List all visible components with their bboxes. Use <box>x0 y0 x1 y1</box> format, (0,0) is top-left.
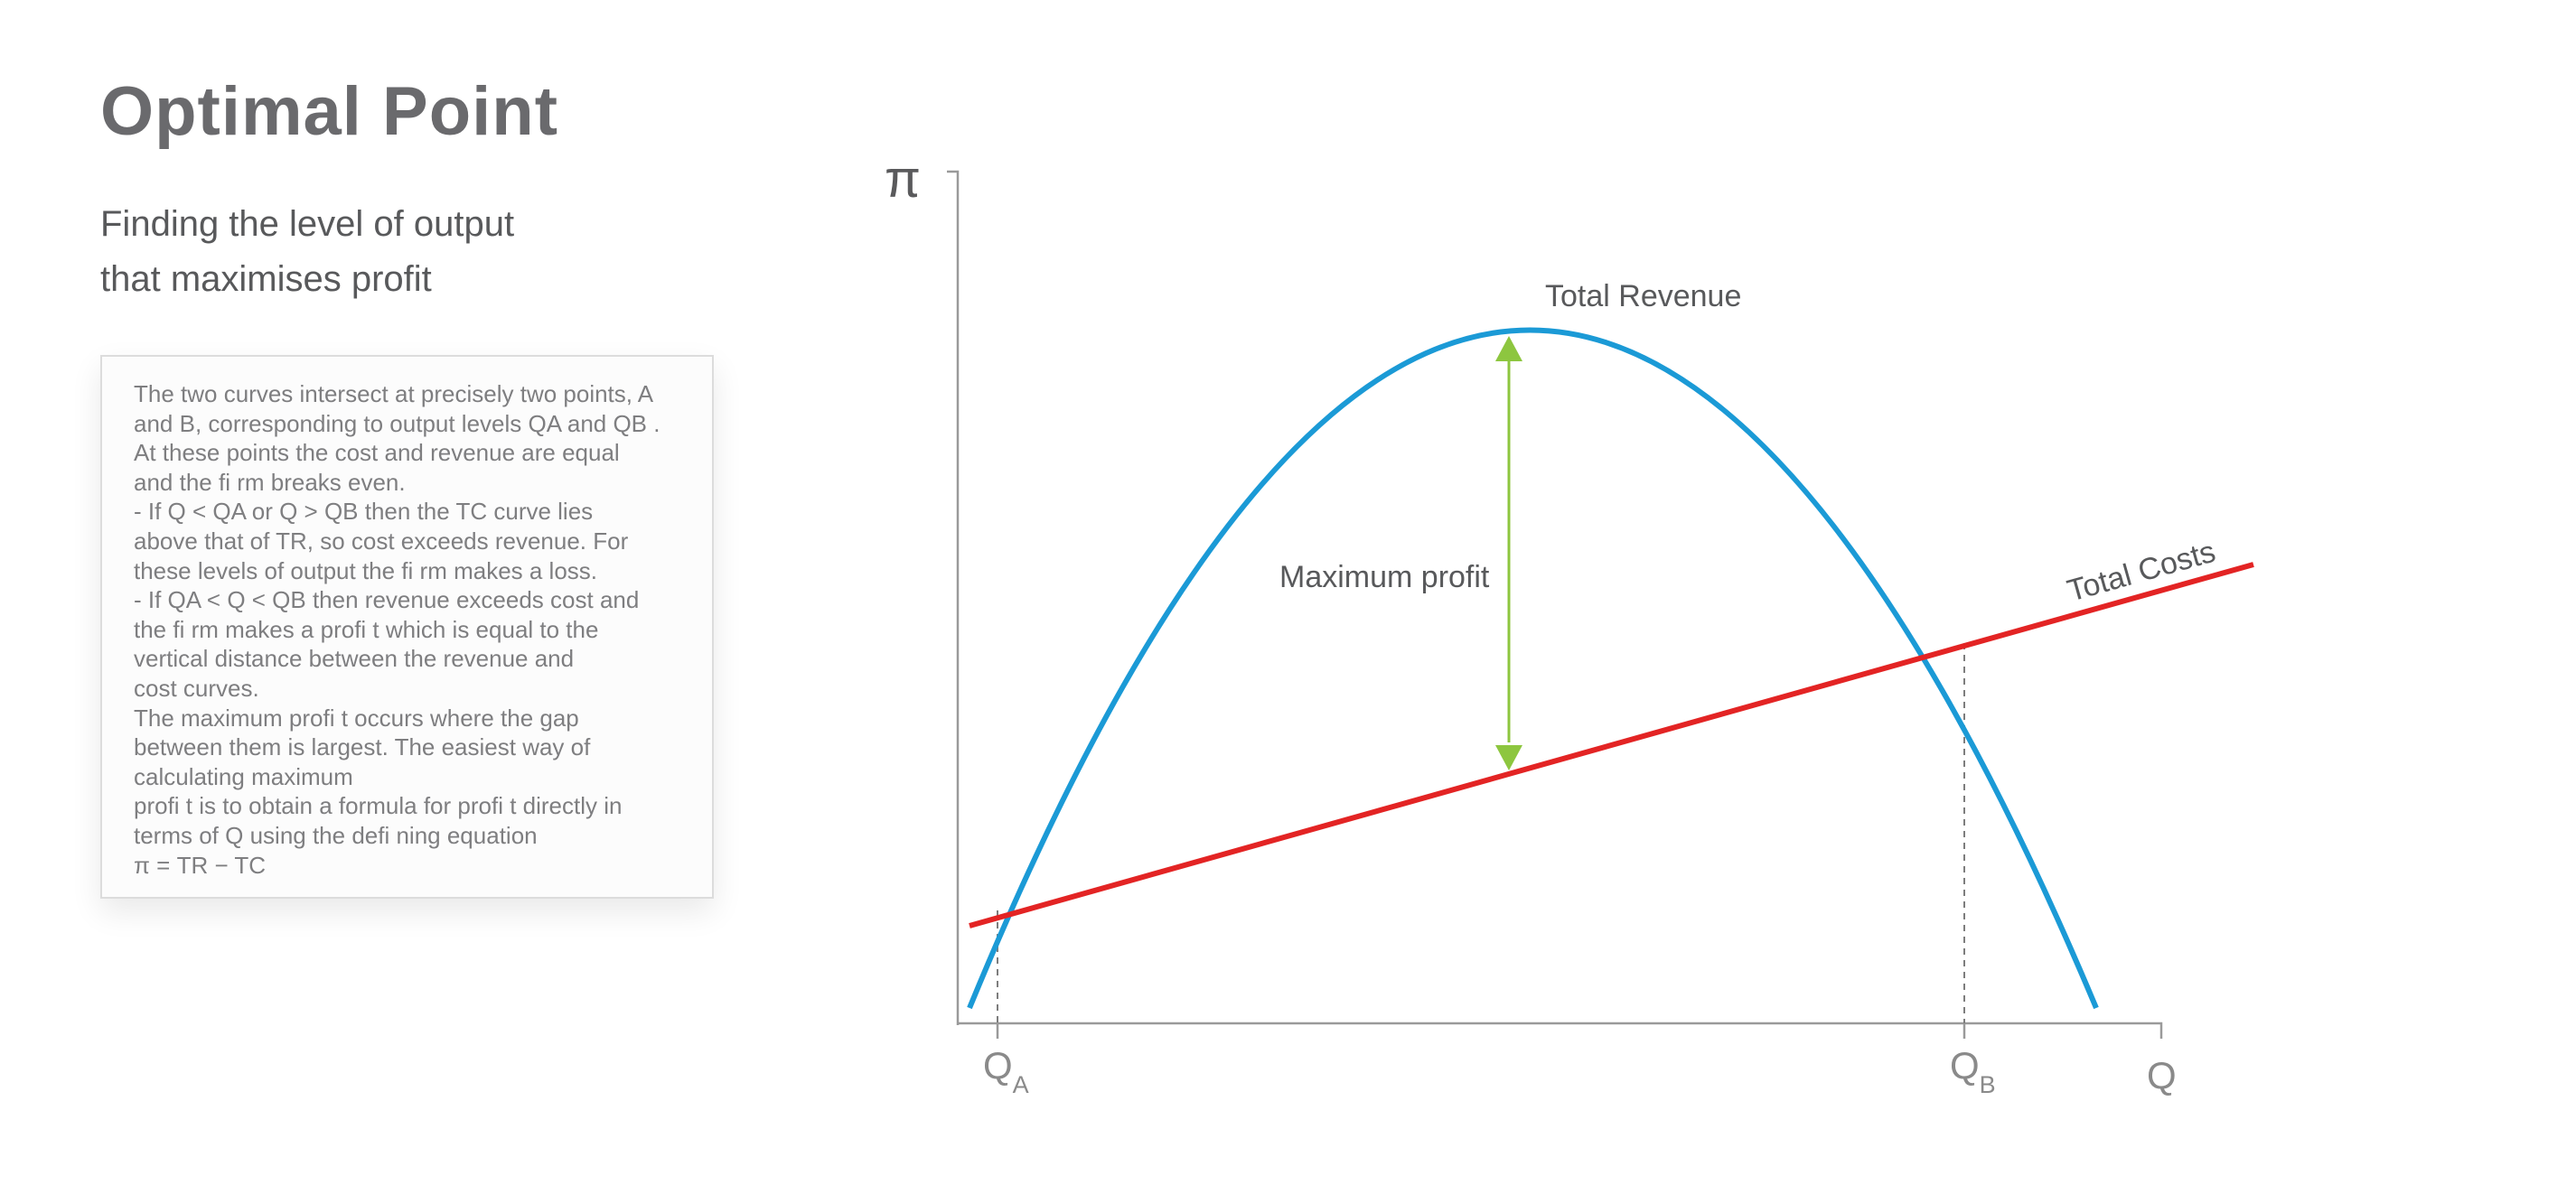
explanation-line: The maximum profi t occurs where the gap <box>134 704 579 732</box>
qa-label-main: Q <box>983 1044 1013 1087</box>
explanation-line: profi t is to obtain a formula for profi… <box>134 792 623 820</box>
axes <box>947 170 2163 1039</box>
slide-subtitle: Finding the level of output that maximis… <box>100 197 642 307</box>
explanation-line: - If QA < Q < QB then revenue exceeds co… <box>134 586 640 614</box>
explanation-line: vertical distance between the revenue an… <box>134 645 575 673</box>
explanation-line: π = TR − TC <box>134 851 267 879</box>
explanation-line: - If Q < QA or Q > QB then the TC curve … <box>134 498 594 526</box>
explanation-line: these levels of output the fi rm makes a… <box>134 556 598 584</box>
qb-label: QB <box>1950 1044 1996 1098</box>
subtitle-line: that maximises profit <box>100 259 432 299</box>
profit-arrow-head-down <box>1495 745 1522 770</box>
profit-arrow-head-up <box>1495 336 1522 361</box>
total-revenue-curve <box>967 327 2099 1010</box>
qa-label: QA <box>983 1044 1029 1098</box>
y-axis-label: π <box>885 150 921 209</box>
qb-label-main: Q <box>1950 1044 1980 1087</box>
qb-label-sub: B <box>1980 1071 1996 1098</box>
explanation-line: above that of TR, so cost exceeds revenu… <box>134 527 629 555</box>
total-cost-line <box>969 562 2254 928</box>
subtitle-line: Finding the level of output <box>100 204 515 244</box>
explanation-line: and B, corresponding to output levels QA… <box>134 409 660 437</box>
qa-label-sub: A <box>1013 1071 1029 1098</box>
explanation-line: The two curves intersect at precisely tw… <box>134 380 654 407</box>
maximum-profit-label: Maximum profit <box>1279 560 1490 594</box>
y-axis <box>947 170 960 1025</box>
explanation-line: and the fi rm breaks even. <box>134 468 406 496</box>
explanation-line: calculating maximum <box>134 762 353 790</box>
total-revenue-label: Total Revenue <box>1545 279 1741 313</box>
explanation-line: the fi rm makes a profi t which is equal… <box>134 615 599 643</box>
slide-title: Optimal Point <box>100 73 558 150</box>
explanation-line: cost curves. <box>134 674 259 702</box>
explanation-line: terms of Q using the defi ning equation <box>134 821 538 849</box>
explanation-box: The two curves intersect at precisely tw… <box>100 355 714 899</box>
x-axis-label: Q <box>2147 1054 2177 1096</box>
x-axis <box>958 1022 2163 1039</box>
explanation-line: At these points the cost and revenue are… <box>134 439 620 467</box>
explanation-line: between them is largest. The easiest way… <box>134 733 591 761</box>
